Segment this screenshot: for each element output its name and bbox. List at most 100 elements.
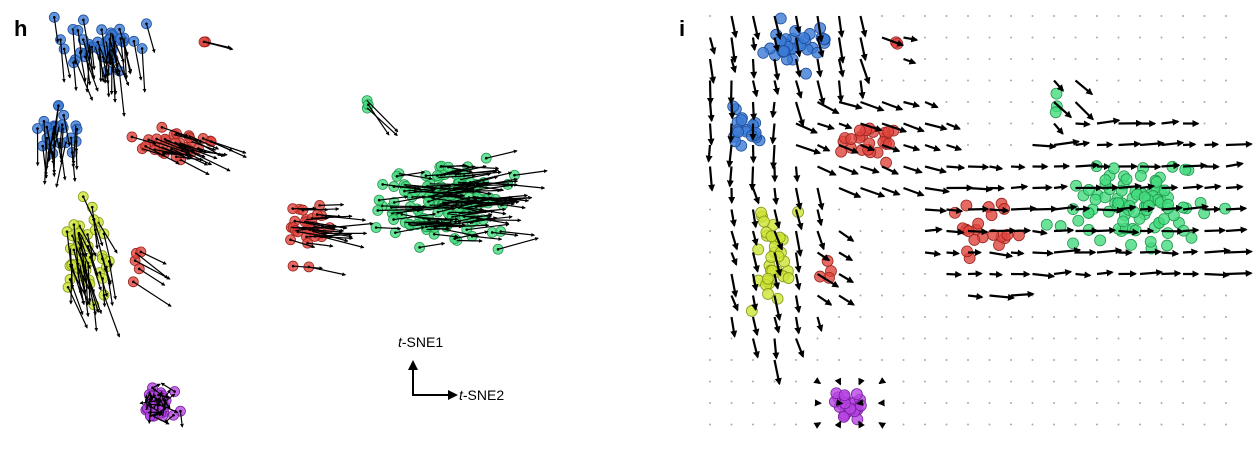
grid-dot bbox=[1053, 36, 1055, 39]
velocity-arrow bbox=[410, 206, 456, 211]
velocity-arrow bbox=[135, 252, 169, 279]
grid-dot bbox=[773, 380, 776, 383]
grid-dot bbox=[1031, 15, 1034, 17]
grid-dot bbox=[838, 208, 840, 211]
velocity-arrow bbox=[165, 393, 176, 402]
grid-dot bbox=[1160, 359, 1163, 361]
grid-dot bbox=[1203, 58, 1206, 60]
velocity-arrow bbox=[466, 222, 510, 231]
velocity-arrow bbox=[379, 195, 409, 201]
velocity-arrow bbox=[181, 150, 213, 166]
grid-dot bbox=[1031, 402, 1034, 404]
grid-arrow bbox=[1010, 227, 1032, 235]
grid-dot bbox=[1139, 316, 1141, 318]
velocity-arrow bbox=[67, 286, 88, 329]
grid-dot bbox=[1225, 380, 1227, 383]
velocity-arrow bbox=[59, 39, 66, 83]
velocity-arrow bbox=[317, 214, 342, 219]
velocity-arrow bbox=[500, 230, 536, 237]
grid-dot bbox=[709, 273, 711, 275]
grid-arrow bbox=[860, 143, 875, 152]
grid-arrow bbox=[858, 80, 866, 100]
grid-arrow bbox=[1139, 248, 1162, 256]
grid-dot bbox=[1010, 316, 1012, 318]
grid-dot bbox=[730, 423, 733, 426]
cell bbox=[798, 32, 811, 44]
grid-dot bbox=[773, 402, 776, 404]
grid-arrow bbox=[1096, 206, 1124, 214]
grid-dot bbox=[1031, 359, 1034, 361]
grid-dot bbox=[1139, 294, 1141, 297]
grid-dot bbox=[1182, 316, 1184, 318]
grid-dot bbox=[1010, 402, 1012, 404]
velocity-arrow bbox=[293, 265, 324, 271]
grid-dot bbox=[1010, 36, 1012, 39]
grid-arrow bbox=[728, 101, 736, 120]
grid-dot bbox=[988, 316, 991, 318]
grid-dot bbox=[1182, 402, 1184, 404]
grid-arrow bbox=[817, 122, 835, 131]
grid-dot bbox=[1225, 36, 1227, 39]
grid-arrow bbox=[773, 316, 781, 334]
grid-dot bbox=[1053, 402, 1055, 404]
velocity-arrow bbox=[428, 192, 453, 203]
grid-arrow bbox=[815, 58, 823, 78]
grid-arrow bbox=[924, 226, 943, 234]
grid-dot bbox=[881, 58, 883, 60]
grid-arrow bbox=[1053, 138, 1081, 147]
velocity-arrow bbox=[72, 62, 78, 92]
velocity-arrow bbox=[160, 382, 175, 393]
grid-dot bbox=[1117, 36, 1120, 39]
grid-arrow bbox=[794, 316, 802, 335]
velocity-arrow bbox=[59, 143, 67, 181]
grid-dot bbox=[1074, 316, 1077, 318]
grid-dot bbox=[1225, 423, 1227, 426]
grid-dot bbox=[1053, 15, 1055, 17]
grid-arrow bbox=[794, 80, 803, 99]
grid-dot bbox=[1160, 36, 1163, 39]
velocity-arrow bbox=[502, 204, 526, 210]
grid-dot bbox=[859, 273, 862, 275]
grid-dot bbox=[1074, 423, 1077, 426]
grid-dot bbox=[1139, 36, 1141, 39]
grid-dot bbox=[1139, 58, 1141, 60]
grid-arrow bbox=[967, 163, 990, 171]
cell bbox=[1158, 213, 1170, 226]
velocity-arrow bbox=[78, 268, 91, 291]
velocity-arrow bbox=[93, 219, 104, 247]
grid-dot bbox=[730, 380, 733, 383]
grid-dot bbox=[1053, 294, 1055, 297]
cell bbox=[1040, 218, 1053, 231]
grid-arrow bbox=[903, 122, 925, 133]
grid-dot bbox=[1117, 423, 1120, 426]
grid-dot bbox=[1010, 58, 1012, 60]
grid-dot bbox=[1182, 15, 1184, 17]
grid-dot bbox=[1096, 36, 1098, 39]
grid-arrow bbox=[730, 58, 737, 74]
grid-dot bbox=[1074, 359, 1077, 361]
grid-dot bbox=[1139, 359, 1141, 361]
velocity-arrow bbox=[210, 140, 247, 154]
grid-arrow bbox=[1118, 182, 1142, 190]
grid-arrow bbox=[773, 359, 782, 386]
grid-arrow bbox=[1225, 248, 1253, 256]
velocity-arrow bbox=[404, 186, 438, 192]
velocity-arrow bbox=[84, 56, 99, 92]
grid-arrow bbox=[1075, 161, 1100, 169]
grid-dot bbox=[1053, 337, 1055, 340]
grid-arrow bbox=[878, 421, 887, 429]
grid-arrow bbox=[1010, 290, 1035, 298]
grid-dot bbox=[924, 423, 926, 426]
grid-dot bbox=[752, 423, 754, 426]
grid-dot bbox=[1225, 122, 1227, 125]
grid-dot bbox=[988, 380, 991, 383]
grid-dot bbox=[709, 380, 711, 383]
velocity-arrow bbox=[74, 141, 79, 171]
grid-arrow bbox=[730, 273, 739, 298]
grid-dot bbox=[1117, 316, 1120, 318]
grid-dot bbox=[1117, 79, 1120, 82]
velocity-arrow bbox=[486, 149, 518, 159]
grid-dot bbox=[1139, 79, 1141, 82]
grid-dot bbox=[752, 402, 754, 404]
velocity-arrow bbox=[103, 233, 113, 268]
